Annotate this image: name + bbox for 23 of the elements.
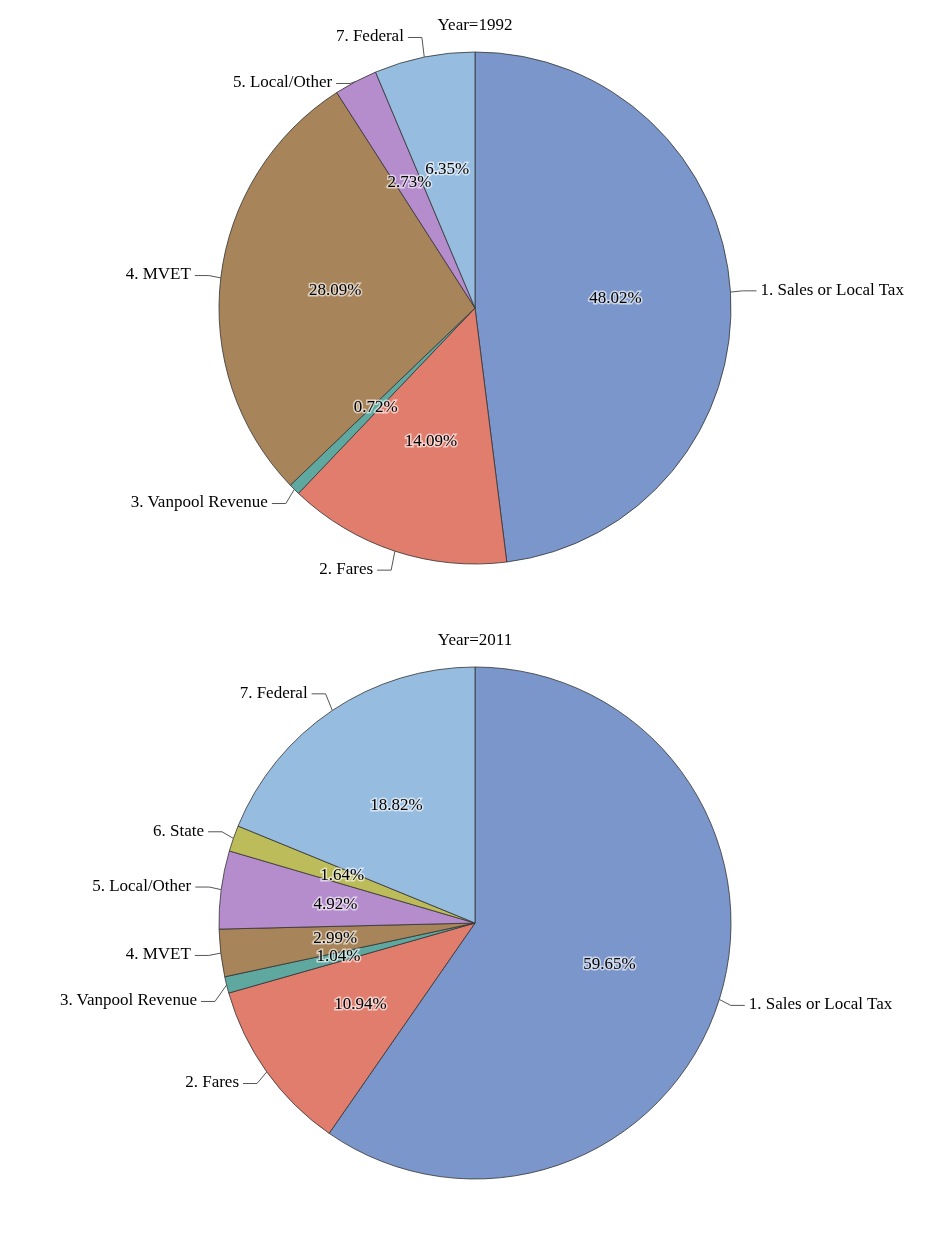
slice-label: 5. Local/Other [232, 72, 333, 92]
slice-label: 5. Local/Other [92, 875, 192, 895]
slice-label: 3. Vanpool Revenue [130, 492, 268, 512]
data-label: 4.92% [313, 893, 358, 913]
slice-label: 7. Federal [335, 26, 405, 46]
data-label: 59.65% [583, 953, 636, 973]
slice-label: 7. Federal [239, 682, 308, 702]
slice-label: 2. Fares [319, 559, 374, 579]
slice-label: 4. MVET [125, 944, 192, 964]
data-label: 10.94% [334, 993, 387, 1013]
data-label: 2.99% [313, 928, 358, 948]
slice-label: 2. Fares [185, 1072, 239, 1092]
data-label: 14.09% [404, 430, 458, 450]
chart-title: Year=2011 [437, 630, 513, 649]
slice-label: 3. Vanpool Revenue [59, 990, 197, 1010]
data-label: 48.02% [589, 288, 642, 308]
slice-label: 6. State [153, 820, 205, 840]
slice-label: 1. Sales or Local Tax [748, 994, 893, 1014]
slice-label: 1. Sales or Local Tax [760, 279, 905, 299]
data-label: 18.82% [370, 795, 423, 815]
chart-title: Year=1992 [437, 15, 513, 34]
slice-label: 4. MVET [125, 264, 192, 284]
data-label: 28.09% [308, 280, 362, 300]
